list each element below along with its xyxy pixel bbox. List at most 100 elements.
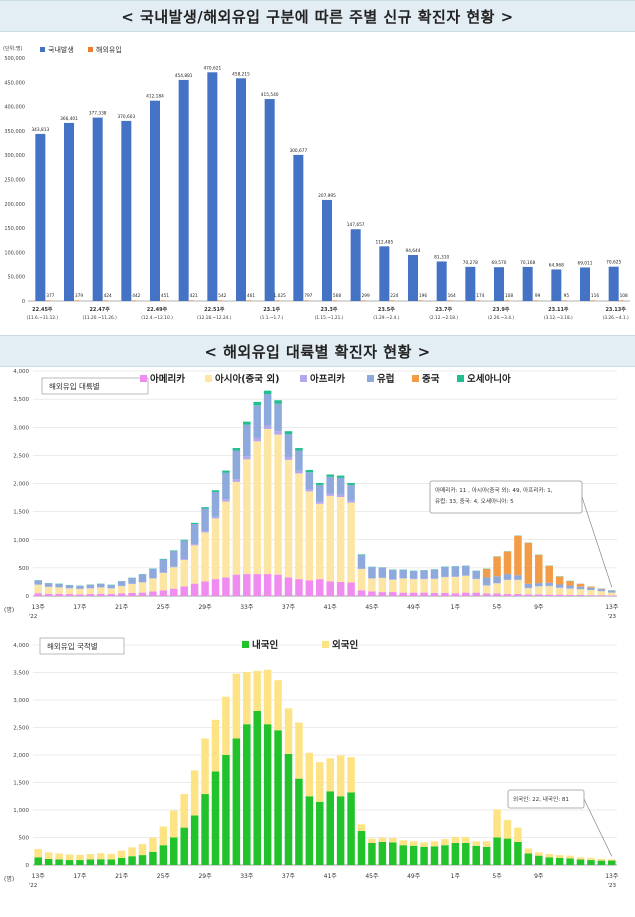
domestic-bar [121, 120, 132, 302]
stacked-bar-segment [55, 859, 63, 865]
stacked-bar-segment [399, 845, 407, 865]
stacked-bar-segment [482, 593, 491, 596]
stacked-bar-segment [159, 826, 168, 846]
legend-swatch [367, 375, 374, 382]
top-chart-title-text: < 국내발생/해외유입 구분에 따른 주별 신규 확진자 현황 > [121, 7, 514, 26]
stacked-bar-segment [222, 499, 230, 502]
stacked-bar-segment [357, 830, 366, 865]
x-tick-label: 13주 [605, 604, 619, 611]
y-tick-label: 300,000 [4, 153, 25, 159]
stacked-bar-segment [368, 578, 376, 592]
stacked-bar-segment [180, 559, 188, 560]
domestic-value-label: 415,540 [261, 92, 279, 98]
stacked-bar-segment [357, 590, 366, 596]
stacked-bar-segment [451, 843, 460, 865]
stacked-bar-segment [316, 801, 324, 865]
stacked-bar-segment [305, 752, 314, 797]
stacked-bar-segment [597, 858, 606, 861]
middle-chart-title: < 해외유입 대륙별 확진자 현황 > [0, 335, 635, 367]
stacked-bar-segment [326, 493, 334, 496]
stacked-bar-segment [76, 594, 84, 596]
domestic-value-label: 207,995 [318, 193, 336, 199]
legend-swatch [140, 375, 147, 382]
domestic-bar [494, 267, 504, 301]
stacked-bar-segment [316, 579, 324, 596]
x-tick-label: 23.1주 [263, 306, 280, 313]
stacked-bar-segment [274, 434, 282, 575]
domestic-value-label: 412,184 [146, 94, 164, 100]
imported-bar [247, 300, 251, 301]
domestic-value-label: 70,625 [606, 260, 621, 266]
x-tick-label: 45주 [365, 873, 379, 880]
domestic-bar [436, 261, 447, 301]
stacked-bar-segment [316, 501, 324, 504]
stacked-bar-segment [170, 551, 178, 567]
legend-swatch [412, 375, 419, 382]
y-axis-unit: (명) [4, 875, 14, 883]
stacked-bar-segment [336, 497, 345, 582]
stacked-bar-segment [482, 569, 491, 578]
stacked-bar-segment [514, 827, 522, 842]
domestic-value-label: 147,657 [347, 222, 365, 228]
stacked-bar-segment [76, 860, 84, 865]
stacked-bar-segment [97, 583, 105, 588]
stacked-bar-segment [503, 594, 512, 596]
x-tick-label: 1주 [451, 604, 461, 611]
stacked-bar-segment [170, 567, 178, 589]
stacked-bar-segment [389, 838, 397, 843]
stacked-bar-segment [566, 585, 574, 589]
legend-swatch [322, 641, 329, 648]
stacked-bar-segment [545, 586, 553, 595]
x-tick-range: (3.12.~3.18.) [544, 315, 573, 321]
stacked-bar-segment [243, 424, 251, 457]
stacked-bar-segment [284, 577, 293, 596]
y-tick-label: 50,000 [8, 275, 26, 281]
stacked-bar-segment [138, 855, 147, 865]
stacked-bar-segment [545, 565, 553, 583]
stacked-bar-segment [587, 595, 595, 596]
stacked-bar-segment [190, 544, 199, 546]
stacked-bar-segment [263, 390, 272, 395]
stacked-bar-segment [149, 837, 157, 852]
stacked-bar-segment [295, 473, 303, 580]
stacked-bar-segment [482, 585, 491, 594]
stacked-bar-segment [545, 857, 553, 865]
stacked-bar-segment [357, 824, 366, 831]
stacked-bar-segment [441, 839, 449, 846]
stacked-bar-segment [34, 857, 42, 865]
stacked-bar-segment [608, 592, 616, 596]
stacked-bar-segment [263, 428, 272, 575]
x-tick-label: 17주 [73, 873, 87, 880]
x-tick-label: 22.45주 [32, 306, 53, 313]
stacked-bar-segment [316, 482, 324, 485]
stacked-bar-segment [493, 809, 501, 838]
stacked-bar-segment [128, 592, 136, 596]
imported-bar [361, 300, 366, 301]
stacked-bar-segment [555, 584, 564, 588]
stacked-bar-segment [190, 770, 199, 816]
stacked-bar-segment [326, 581, 334, 596]
stacked-bar-segment [514, 579, 522, 595]
domestic-value-label: 81,310 [434, 254, 449, 260]
x-tick-label: 23.7주 [435, 306, 452, 313]
x-tick-label: 45주 [365, 604, 379, 611]
stacked-bar-segment [44, 852, 53, 859]
stacked-bar-segment [462, 565, 470, 576]
stacked-bar-segment [587, 587, 595, 590]
stacked-bar-segment [232, 673, 241, 739]
stacked-bar-segment [34, 593, 42, 596]
imported-bar [189, 300, 194, 301]
x-tick-label: 41주 [324, 873, 338, 880]
domestic-bar [408, 255, 418, 301]
x-year-label: '22 [29, 883, 38, 889]
legend-swatch [40, 47, 45, 52]
stacked-bar-segment [555, 594, 564, 596]
stacked-bar-segment [305, 489, 314, 492]
stacked-bar-segment [243, 724, 251, 865]
y-tick-label: 4,000 [13, 643, 29, 649]
stacked-bar-segment [44, 583, 53, 587]
stacked-bar-segment [555, 857, 564, 865]
x-tick-label: 21주 [115, 604, 129, 611]
y-axis-unit: (명) [4, 606, 14, 614]
domestic-value-label: 470,621 [203, 65, 221, 71]
